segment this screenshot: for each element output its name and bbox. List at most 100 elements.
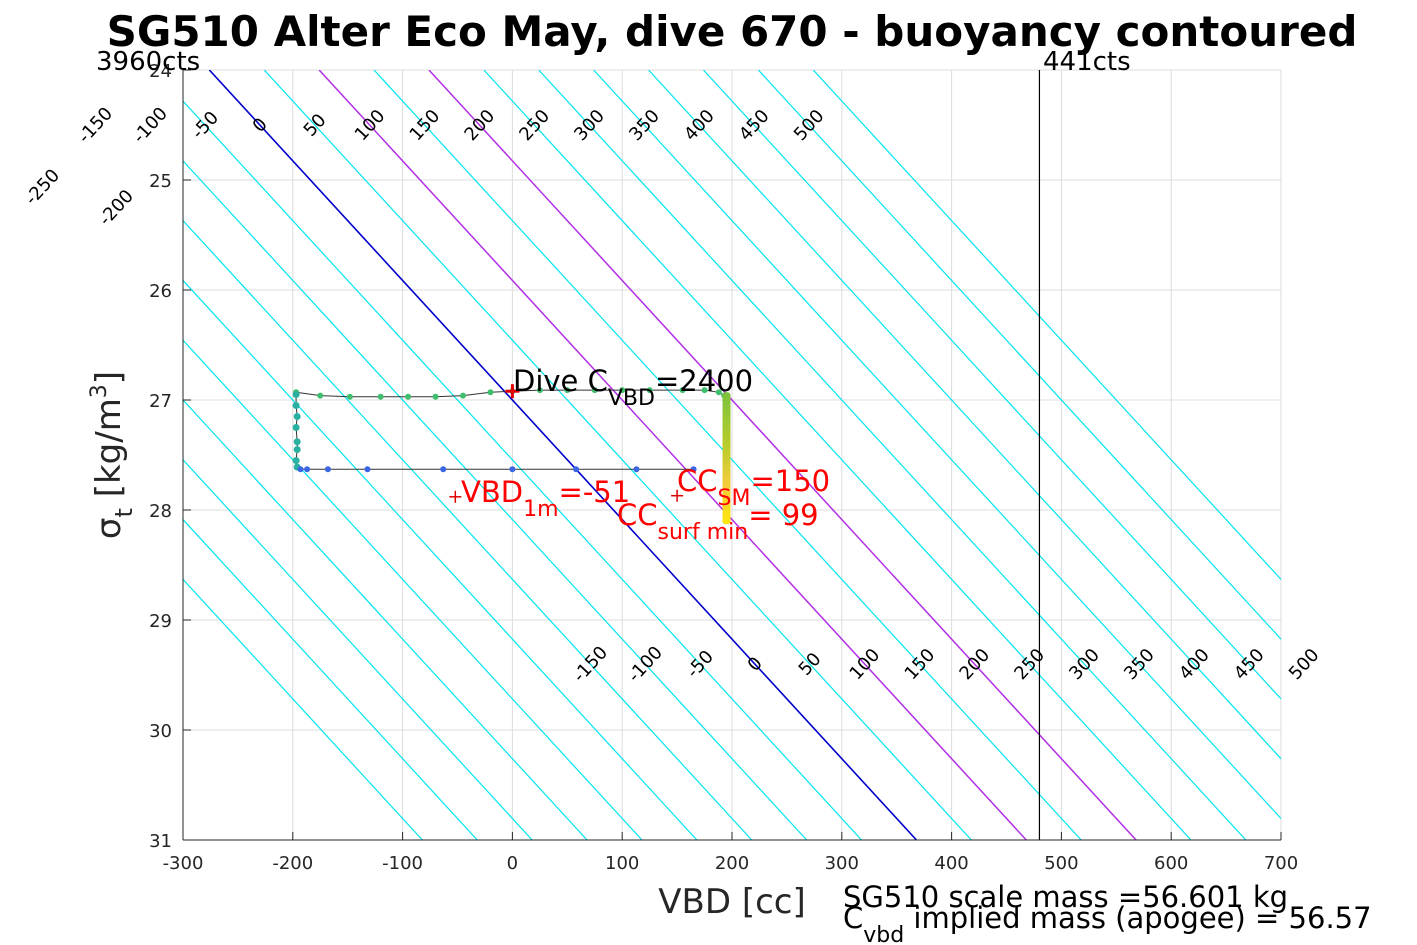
cc-surf-min-annotation: CCsurf min= 99 [617,498,819,545]
contour-line [757,70,1281,641]
contour-line-bound [428,70,1137,840]
x-tick-label: 300 [825,853,859,874]
scale-mass-text: SG510 scale mass =56.601 kg [843,880,1288,914]
right-count-label: 441cts [1043,47,1131,77]
x-tick-label: 400 [934,853,968,874]
dive-point [701,387,708,394]
contour-label: 500 [1285,645,1324,685]
dive-cvbd-annotation-value: =2400 [655,364,753,398]
dive-track-line [296,389,725,398]
vbd-1m-annotation-value: =-51 [559,475,631,509]
bottom-point [292,391,300,398]
contour-line [183,219,753,840]
climb-point [304,466,311,473]
y-tick-label: 31 [149,831,172,852]
dive-cvbd-annotation: Dive CVBD=2400 [513,364,753,411]
y-tick-label: 26 [149,281,172,302]
climb-point [297,466,304,473]
x-tick-label: 100 [605,853,639,874]
x-tick-label: 600 [1154,853,1188,874]
dive-point [377,393,384,400]
dive-point [487,389,494,396]
y-label-close: ] [89,371,129,384]
contour-label: -100 [129,103,172,147]
climb-point [324,466,331,473]
dive-point [564,387,571,394]
dive-cvbd-annotation-main: Dive C [513,364,608,398]
cc-sm-marker [671,489,684,502]
bottom-point [292,457,300,464]
bottom-point [292,424,300,431]
y-tick-label: 29 [149,611,172,632]
contour-label: -200 [95,186,138,230]
x-tick-label: 500 [1044,853,1078,874]
bottom-point [293,438,301,446]
vbd-1m-annotation-sub: 1m [523,497,558,522]
bottom-point [293,446,301,453]
contour-line-bound [318,70,1027,840]
y-label-sub: t [110,508,138,517]
x-tick-label: -100 [382,853,423,874]
contour-line [593,70,1281,820]
bottom-point [292,402,300,409]
contour-line [183,518,478,840]
y-label-units: [kg/m [89,398,129,508]
y-tick-label: 28 [149,501,172,522]
contour-line [538,70,1247,840]
contour-line [183,458,533,840]
climb-point [633,466,640,473]
climb-track-line [296,466,694,470]
vbd-1m-marker [449,490,462,503]
contour-line [703,70,1281,700]
dive-point [679,387,686,394]
chart-title: SG510 Alter Eco May, dive 670 - buoyancy… [107,7,1358,56]
cc-sm-annotation: CCSM=150 [677,464,830,511]
dive-point [536,387,543,394]
contour-line [483,70,1192,840]
climb-point [573,466,580,473]
cc-surf-min-annotation-main: CC [617,498,658,532]
dive-point [346,393,353,400]
contour-line-zero [208,70,918,840]
contour-line [183,279,698,840]
x-tick-label: 0 [507,853,518,874]
implied-mass-rest: implied mass (apogee) = 56.57 [904,901,1371,935]
contour-line [183,339,643,840]
x-axis-label: VBD [cc] [658,882,806,922]
bottom-point [293,413,301,420]
x-tick-label: -200 [272,853,313,874]
contour-label: -150 [74,103,117,147]
dive-point [432,393,439,400]
dive-cvbd-annotation-sub: VBD [608,386,655,411]
vbd-1m-annotation: VBD1m=-51 [461,475,630,522]
contour-line [183,100,863,840]
contour-line [648,70,1281,760]
implied-mass-sub: vbd [863,923,904,945]
cc-sm-annotation-main: CC [677,464,718,498]
dive-point [459,392,466,399]
cc-sm-annotation-value: =150 [750,464,830,498]
dive-point [619,387,626,394]
dive-cvbd-marker [505,384,520,399]
y-tick-label: 25 [149,171,172,192]
surface-strip [722,392,731,525]
climb-point [690,466,697,473]
implied-mass-main: C [843,901,863,935]
contour-line [812,70,1281,581]
dive-point [646,387,653,394]
y-tick-label: 27 [149,391,172,412]
cc-sm-annotation-sub: SM [718,486,751,511]
x-tick-label: 200 [715,853,749,874]
contour-line [183,399,588,840]
x-tick-label: 700 [1264,853,1298,874]
cc-surf-min-annotation-value: = 99 [748,498,818,532]
cc-surf-min-annotation-sub: surf min [658,520,749,545]
contour-line [263,70,972,840]
x-tick-label: -300 [163,853,204,874]
dive-point [405,393,412,400]
dive-point [317,392,324,399]
contour-label: -250 [21,165,64,209]
y-tick-label: 24 [149,61,172,82]
